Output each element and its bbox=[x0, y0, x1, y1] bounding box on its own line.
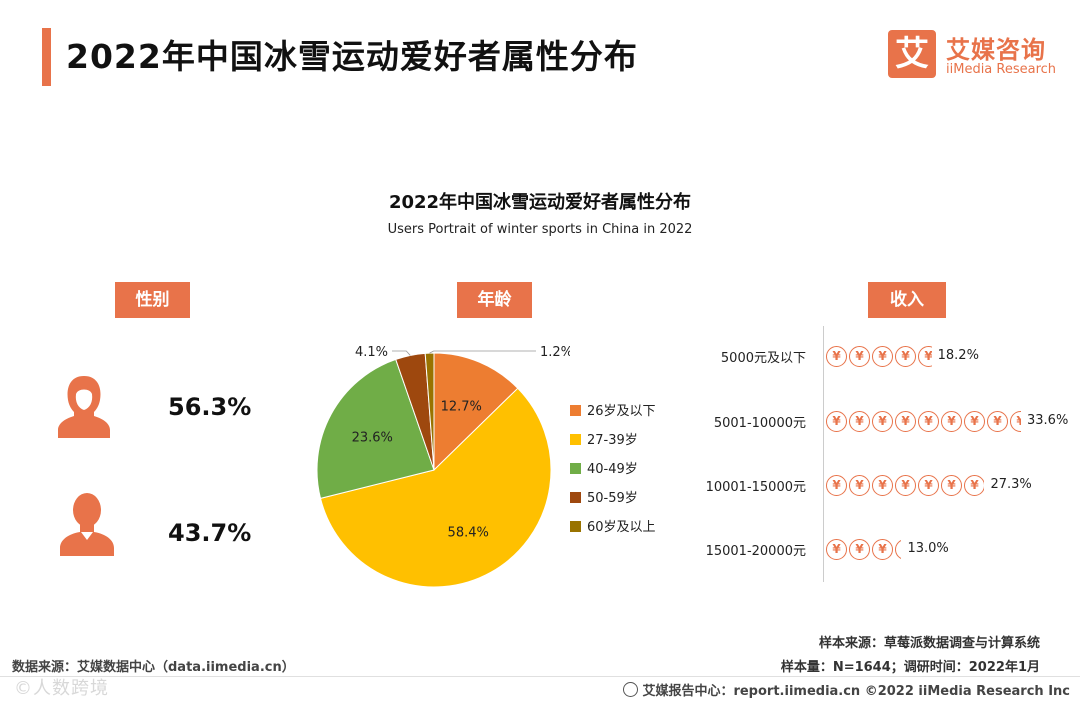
pie-label-4: 1.2% bbox=[540, 345, 570, 360]
logo-en-text: iiMedia Research bbox=[946, 62, 1057, 77]
watermark: ©人数跨境 bbox=[14, 678, 109, 699]
income-bar-1: ¥ ¥ ¥ ¥ ¥ ¥ ¥ ¥ ¥ bbox=[826, 410, 1021, 432]
legend-item-1: 27-39岁 bbox=[570, 429, 656, 458]
legend-item-3: 50-59岁 bbox=[570, 487, 656, 516]
yuan-coin-icon: ¥ bbox=[895, 475, 916, 496]
yuan-coin-icon: ¥ bbox=[826, 411, 847, 432]
iimedia-logo: 艾 艾媒咨询 iiMedia Research bbox=[888, 30, 1068, 82]
male-person-icon bbox=[60, 493, 114, 556]
footer-divider bbox=[0, 676, 1080, 677]
section-label-income: 收入 bbox=[868, 282, 946, 318]
legend-label-0: 26岁及以下 bbox=[587, 404, 656, 419]
legend-label-3: 50-59岁 bbox=[587, 491, 638, 506]
income-bar-2: ¥ ¥ ¥ ¥ ¥ ¥ ¥ bbox=[826, 474, 985, 496]
yuan-coin-icon: ¥ bbox=[849, 539, 870, 560]
age-pie-chart: 12.7% 58.4% 23.6% 4.1% 1.2% bbox=[316, 345, 570, 588]
logo-cn-text: 艾媒咨询 bbox=[946, 36, 1046, 64]
income-label-0: 5000元及以下 bbox=[720, 351, 806, 366]
yuan-coin-icon: ¥ bbox=[918, 475, 939, 496]
pie-slice-2 bbox=[316, 358, 435, 499]
income-label-3: 15001-20000元 bbox=[705, 544, 806, 559]
income-label-2: 10001-15000元 bbox=[705, 480, 806, 495]
section-label-gender: 性别 bbox=[115, 282, 190, 318]
yuan-coin-icon: ¥ bbox=[941, 475, 962, 496]
legend-label-1: 27-39岁 bbox=[587, 433, 638, 448]
yuan-coin-icon: ¥ bbox=[895, 346, 916, 367]
yuan-coin-icon: ¥ bbox=[826, 475, 847, 496]
male-pct: 43.7% bbox=[168, 519, 252, 547]
yuan-coin-icon: ¥ bbox=[849, 346, 870, 367]
income-bar-0: ¥ ¥ ¥ ¥ ¥ bbox=[826, 345, 932, 367]
legend-item-4: 60岁及以上 bbox=[570, 516, 656, 545]
yuan-coin-icon: ¥ bbox=[849, 411, 870, 432]
yuan-coin-icon: ¥ bbox=[895, 539, 902, 560]
female-pct: 56.3% bbox=[168, 393, 252, 421]
pie-label-0: 12.7% bbox=[441, 399, 482, 414]
yuan-coin-icon: ¥ bbox=[918, 346, 932, 367]
income-axis-line bbox=[823, 326, 824, 582]
data-source: 数据来源：艾媒数据中心（data.iimedia.cn） bbox=[12, 660, 295, 675]
yuan-coin-icon: ¥ bbox=[872, 346, 893, 367]
chart-subtitle: Users Portrait of winter sports in China… bbox=[387, 222, 693, 237]
yuan-coin-icon: ¥ bbox=[872, 539, 893, 560]
yuan-coin-icon: ¥ bbox=[826, 346, 847, 367]
pie-slice-0 bbox=[433, 352, 519, 472]
income-pct-3: 13.0% bbox=[907, 541, 949, 556]
yuan-coin-icon: ¥ bbox=[849, 475, 870, 496]
yuan-coin-icon: ¥ bbox=[964, 475, 985, 496]
legend-swatch-4 bbox=[570, 521, 581, 532]
age-legend: 26岁及以下 27-39岁 40-49岁 50-59岁 60岁及以上 bbox=[570, 400, 656, 545]
yuan-coin-icon: ¥ bbox=[895, 411, 916, 432]
yuan-coin-icon: ¥ bbox=[918, 411, 939, 432]
legend-swatch-1 bbox=[570, 434, 581, 445]
yuan-coin-icon: ¥ bbox=[872, 475, 893, 496]
globe-icon bbox=[623, 682, 639, 697]
yuan-coin-icon: ¥ bbox=[987, 411, 1008, 432]
sample-source: 样本来源：草莓派数据调查与计算系统 bbox=[818, 636, 1040, 651]
report-center-text: 艾媒报告中心：report.iimedia.cn ©2022 iiMedia R… bbox=[642, 684, 1070, 699]
legend-swatch-2 bbox=[570, 463, 581, 474]
pie-slice-1 bbox=[319, 387, 552, 588]
female-person-icon bbox=[58, 376, 110, 438]
logo-mark: 艾 bbox=[888, 30, 936, 78]
legend-swatch-0 bbox=[570, 405, 581, 416]
legend-label-2: 40-49岁 bbox=[587, 462, 638, 477]
section-label-age: 年龄 bbox=[457, 282, 532, 318]
income-pct-2: 27.3% bbox=[990, 477, 1032, 492]
legend-item-2: 40-49岁 bbox=[570, 458, 656, 487]
pie-leader-3 bbox=[392, 350, 411, 356]
legend-item-0: 26岁及以下 bbox=[570, 400, 656, 429]
yuan-coin-icon: ¥ bbox=[1010, 411, 1021, 432]
income-pct-0: 18.2% bbox=[937, 348, 979, 363]
title-accent-bar bbox=[42, 28, 51, 86]
legend-label-4: 60岁及以上 bbox=[587, 520, 656, 535]
pie-label-3: 4.1% bbox=[355, 345, 388, 360]
chart-title: 2022年中国冰雪运动爱好者属性分布 bbox=[388, 192, 692, 213]
report-center: 艾媒报告中心：report.iimedia.cn ©2022 iiMedia R… bbox=[623, 680, 1070, 699]
legend-swatch-3 bbox=[570, 492, 581, 503]
pie-label-2: 23.6% bbox=[352, 431, 393, 446]
pie-label-1: 58.4% bbox=[448, 525, 489, 540]
page-title: 2022年中国冰雪运动爱好者属性分布 bbox=[66, 37, 638, 76]
yuan-coin-icon: ¥ bbox=[964, 411, 985, 432]
income-label-1: 5001-10000元 bbox=[713, 416, 806, 431]
yuan-coin-icon: ¥ bbox=[941, 411, 962, 432]
income-bar-3: ¥¥¥¥ bbox=[826, 538, 902, 560]
pie-leader-4 bbox=[429, 350, 536, 354]
sample-size: 样本量：N=1644；调研时间：2022年1月 bbox=[780, 660, 1040, 675]
income-pct-1: 33.6% bbox=[1027, 413, 1069, 428]
yuan-coin-icon: ¥ bbox=[872, 411, 893, 432]
yuan-coin-icon: ¥ bbox=[826, 539, 847, 560]
